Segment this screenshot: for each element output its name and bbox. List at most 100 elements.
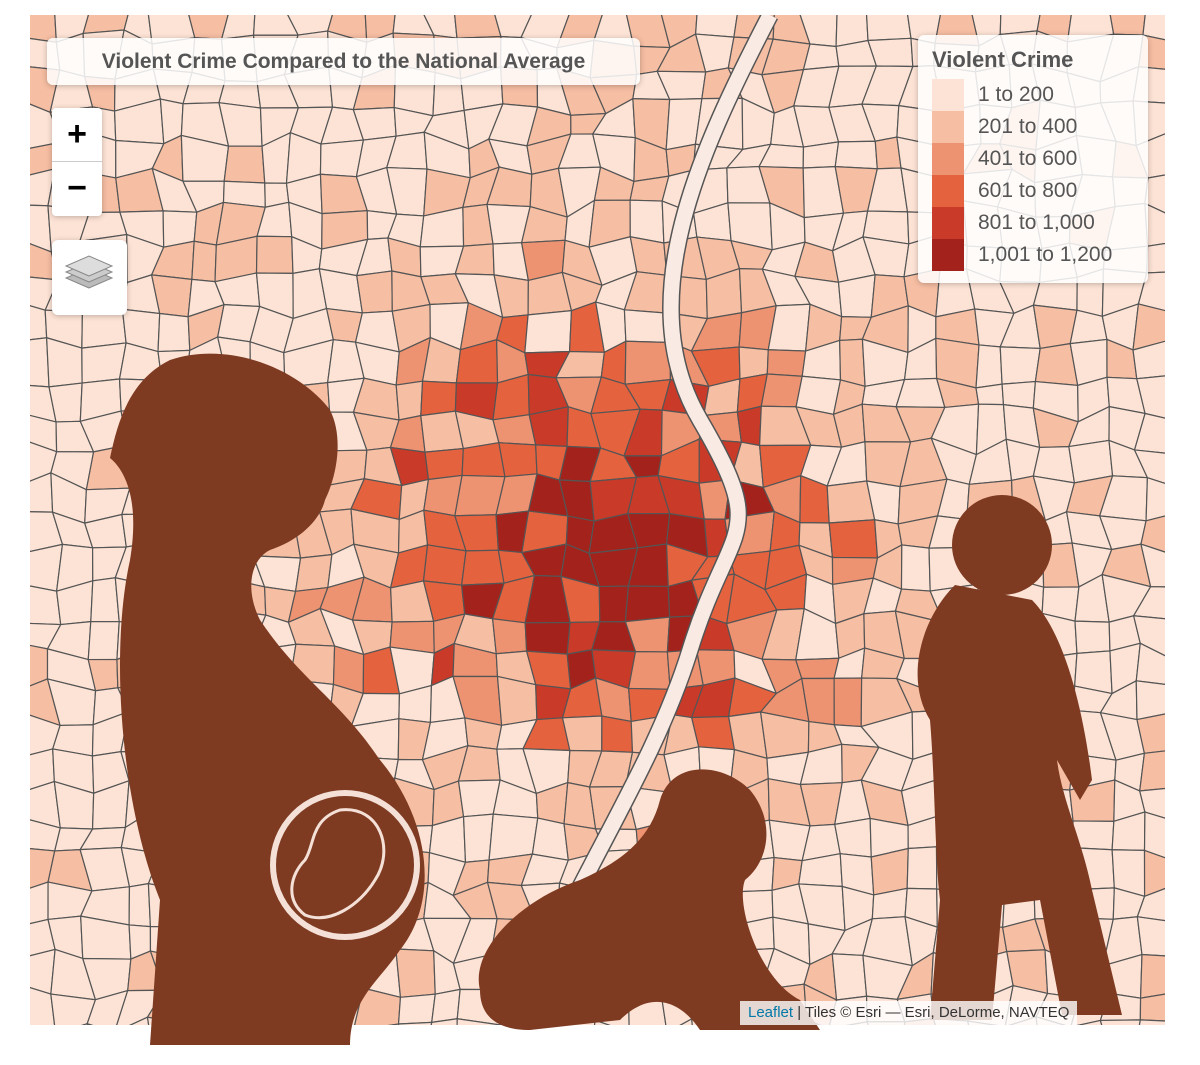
tract <box>725 1060 775 1065</box>
tract <box>153 1057 191 1065</box>
zoom-out-button[interactable]: − <box>67 169 87 207</box>
tract <box>1180 336 1200 385</box>
tract <box>1132 615 1165 657</box>
tract <box>906 846 938 890</box>
tract <box>82 15 129 35</box>
tract <box>900 1052 943 1065</box>
tract <box>802 141 840 169</box>
tract <box>1180 308 1200 337</box>
legend-item: 201 to 400 <box>918 111 1148 143</box>
toddler-head <box>952 495 1052 595</box>
tract <box>1077 1051 1115 1065</box>
tract <box>1170 41 1200 73</box>
layers-icon <box>64 255 114 289</box>
tract <box>1001 380 1037 409</box>
legend-swatch <box>932 143 964 175</box>
tract <box>1133 1061 1182 1065</box>
tract <box>1136 713 1165 754</box>
tract <box>319 1058 366 1065</box>
legend-title: Violent Crime <box>932 47 1074 72</box>
tract <box>828 1055 879 1065</box>
tract <box>775 1054 796 1065</box>
tract <box>1135 680 1165 721</box>
tract <box>86 989 129 1025</box>
tract <box>220 15 256 40</box>
legend-label: 1 to 200 <box>978 83 1054 106</box>
legend: Violent Crime 1 to 200 201 to 400 401 to 6… <box>918 35 1148 283</box>
tract <box>794 1054 842 1065</box>
tract <box>1138 787 1165 819</box>
attribution-text: | Tiles © Esri — Esri, DeLorme, NAVTEQ <box>797 1004 1070 1021</box>
tract <box>561 715 603 752</box>
tract <box>866 1021 906 1025</box>
legend-label: 201 to 400 <box>978 115 1078 138</box>
tract <box>766 349 807 377</box>
tract <box>1170 554 1200 591</box>
legend-swatch <box>932 175 964 207</box>
legend-item: 1 to 200 <box>918 79 1148 111</box>
tract <box>86 1022 94 1025</box>
tract <box>867 37 914 68</box>
tract <box>524 1055 567 1065</box>
tract <box>999 15 1041 36</box>
tract <box>629 199 665 244</box>
tract <box>845 1021 869 1025</box>
tract <box>1170 713 1200 754</box>
tract <box>255 235 294 274</box>
tract <box>661 1061 701 1065</box>
tract <box>289 1059 325 1065</box>
tract <box>294 553 333 593</box>
tract <box>1132 340 1165 380</box>
tract <box>1146 242 1165 274</box>
tract <box>1139 953 1165 999</box>
river <box>511 15 778 1025</box>
legend-item: 801 to 1,000 <box>918 207 1148 239</box>
tract <box>81 1022 89 1025</box>
crawling-baby-silhouette <box>478 769 820 1030</box>
tract <box>1135 642 1165 685</box>
tract <box>695 1060 733 1065</box>
tract <box>1133 412 1165 454</box>
toddler-silhouette <box>917 585 1122 1020</box>
tract <box>456 1056 499 1065</box>
tract <box>1109 15 1146 36</box>
tract <box>456 1018 505 1025</box>
tract <box>975 383 1005 406</box>
layers-button[interactable] <box>52 240 127 315</box>
tract <box>157 312 191 353</box>
tract <box>90 577 120 623</box>
tract <box>223 145 266 184</box>
tract <box>1099 1019 1142 1025</box>
tract <box>397 1021 433 1025</box>
tract <box>900 544 931 592</box>
tract <box>1181 374 1200 422</box>
tract <box>395 948 436 998</box>
tract <box>388 1023 400 1025</box>
tract <box>129 1016 150 1025</box>
tract <box>1133 449 1165 484</box>
tract <box>834 140 878 170</box>
tract <box>760 373 803 408</box>
legend-swatch <box>932 111 964 143</box>
tract <box>30 948 56 995</box>
tract <box>1139 750 1165 792</box>
tract <box>999 346 1041 385</box>
tract <box>1172 587 1200 619</box>
tract <box>1171 619 1200 658</box>
tract <box>1171 820 1200 863</box>
tract <box>402 1059 427 1065</box>
tract <box>454 15 502 39</box>
tract <box>30 987 56 1025</box>
tract <box>870 847 909 896</box>
tract <box>318 268 364 314</box>
tract <box>1145 476 1165 522</box>
zoom-in-button[interactable]: + <box>52 108 102 162</box>
tract <box>1168 484 1200 514</box>
tract <box>865 15 912 42</box>
tract <box>834 817 872 858</box>
attribution-link[interactable]: Leaflet <box>748 1004 794 1021</box>
womb-outline <box>270 790 420 940</box>
legend-swatch <box>932 239 964 271</box>
tract <box>1111 1060 1138 1065</box>
tract <box>87 620 120 661</box>
